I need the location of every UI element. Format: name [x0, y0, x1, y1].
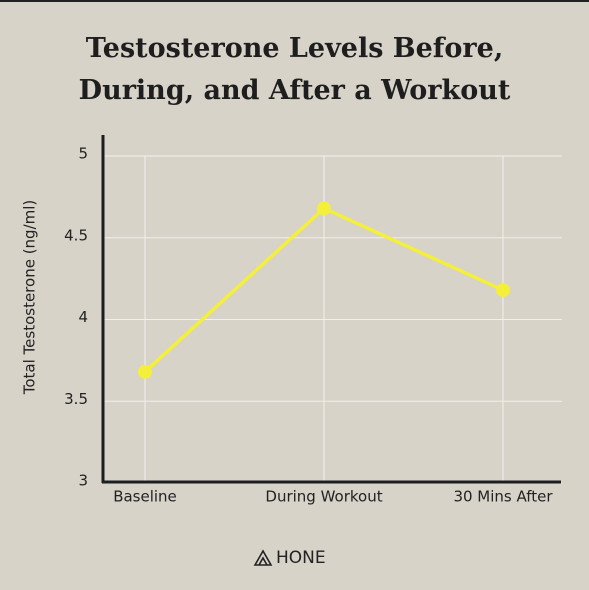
brand: HONE	[276, 548, 326, 568]
point	[317, 201, 331, 216]
point	[496, 283, 510, 298]
y-tick-label: 4.5	[64, 226, 88, 244]
y-tick-label: 5	[78, 145, 88, 163]
chart-title: Testosterone Levels Before, During, and …	[78, 33, 511, 106]
y-tick-label: 3	[78, 472, 88, 490]
x-tick-label: During Workout	[265, 488, 382, 506]
point	[138, 364, 152, 379]
grid	[103, 155, 562, 484]
brand-logo: HONE	[253, 548, 326, 568]
y-tick-label: 4	[78, 308, 88, 326]
y-tick-label: 3.5	[64, 390, 88, 408]
x-tick-label: Baseline	[113, 488, 177, 506]
y-axis-label: Total Testosterone (ng/ml)	[21, 200, 39, 396]
series	[138, 201, 510, 379]
x-tick-label: 30 Mins After	[453, 488, 553, 506]
